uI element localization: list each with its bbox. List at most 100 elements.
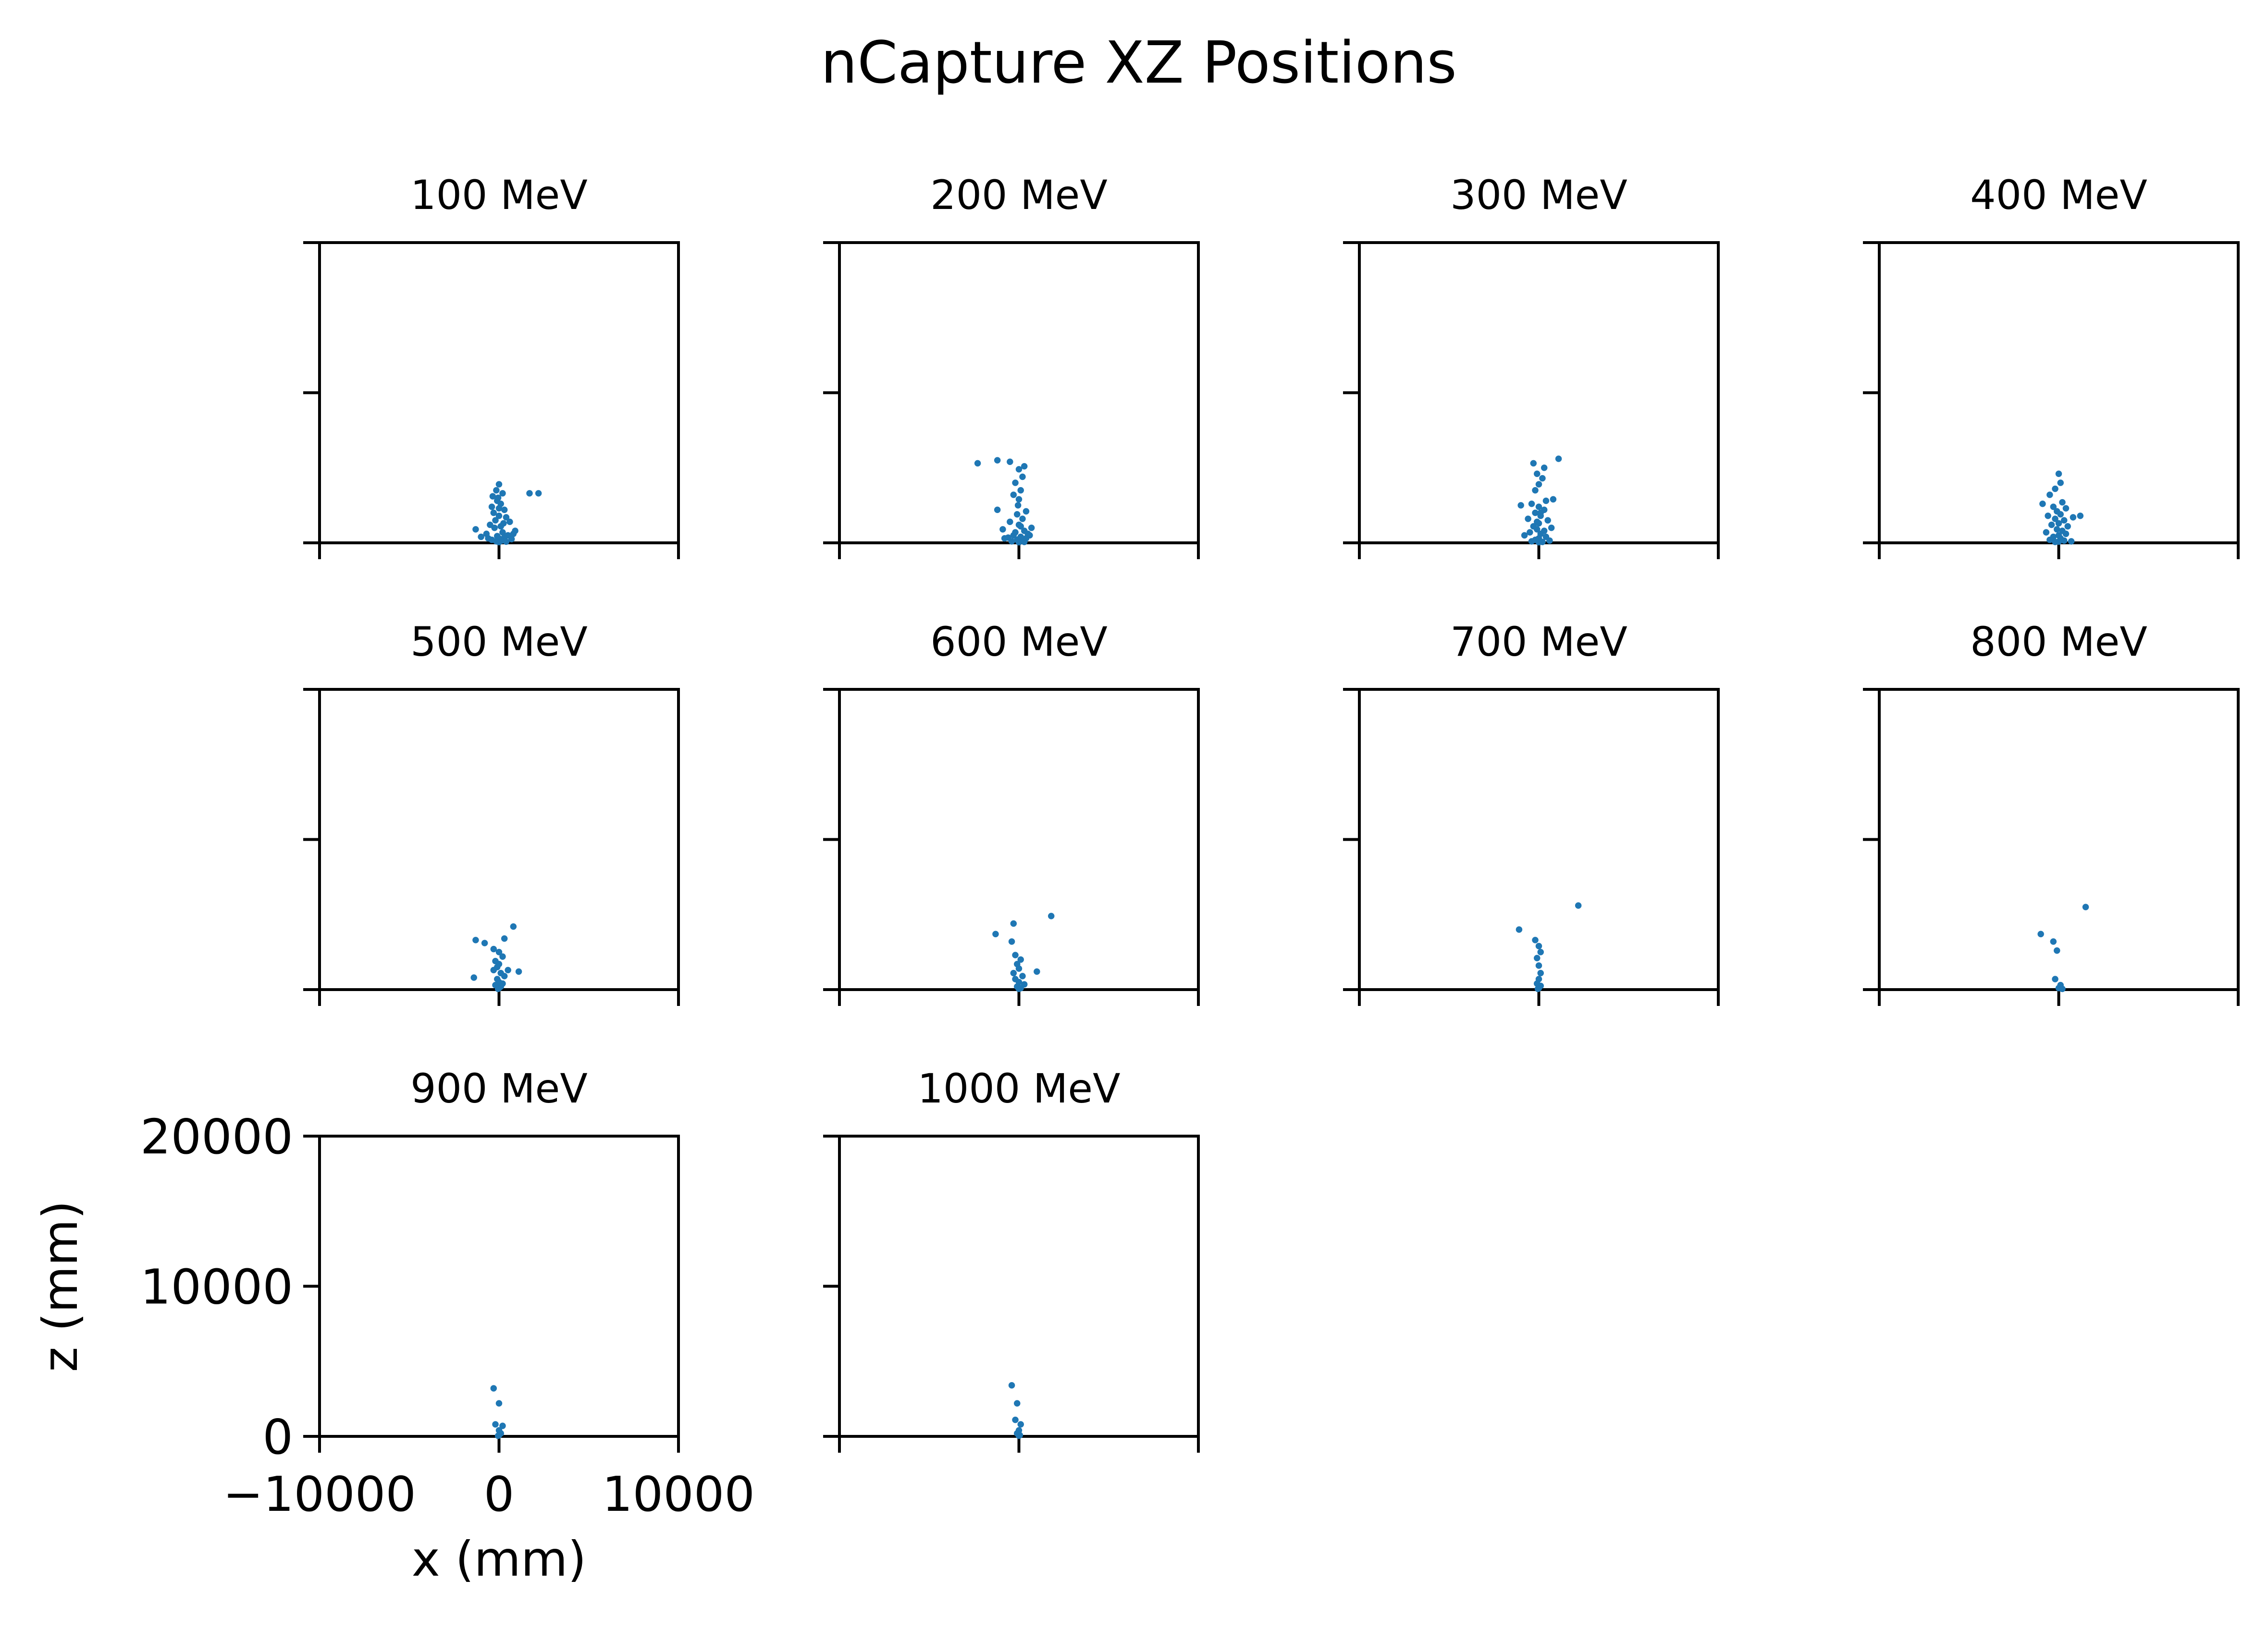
data-point [2055,470,2062,477]
data-point [490,967,497,974]
data-point [1537,969,1544,977]
data-point [2057,479,2064,486]
data-point [2070,514,2077,521]
data-point [2050,938,2057,945]
data-point [1527,529,1533,536]
data-point [1021,539,1028,545]
y-tick-label: 10000 [140,1259,293,1315]
data-point [1017,523,1024,530]
data-point [503,514,510,521]
x-tick-label: 10000 [602,1466,755,1522]
data-point [1023,508,1030,515]
data-point [1007,518,1013,525]
figure-title: nCapture XZ Positions [821,30,1457,97]
data-point [472,526,479,533]
data-point [1521,532,1528,539]
data-point [2054,526,2060,533]
data-point [1532,937,1539,943]
data-point [2039,501,2046,507]
data-point [495,949,503,955]
data-point [490,509,497,516]
data-point [510,923,517,930]
subplot-2: 200 MeV [823,171,1200,559]
data-point [1015,985,1023,992]
data-point [2043,529,2050,536]
data-point [499,1422,506,1429]
data-point [1010,920,1017,927]
data-point [1021,463,1028,470]
data-point [490,1385,497,1392]
subplot-title: 700 MeV [1450,618,1627,665]
data-point [1534,526,1541,533]
data-point [1028,525,1035,531]
data-point [1517,502,1524,509]
data-point [1548,525,1555,531]
data-point [515,968,522,975]
data-point [1014,502,1022,509]
data-point [2060,537,2068,544]
subplot-title: 300 MeV [1450,171,1627,219]
subplot-frame [1878,241,2240,544]
data-point [472,937,479,943]
data-point [1532,487,1539,494]
data-point [1528,538,1535,545]
data-point [2077,513,2084,519]
data-point [494,494,502,501]
data-point [1534,470,1541,477]
subplot-frame [1878,688,2240,991]
subplot-frame [838,688,1200,991]
data-point [1539,475,1546,482]
data-point [1015,539,1023,546]
data-point [999,526,1006,533]
data-point [2054,947,2060,954]
data-point [2060,517,2068,524]
data-point [501,506,508,513]
data-point [495,539,503,546]
data-point [1015,496,1023,503]
data-point [1019,515,1026,522]
data-point [1541,465,1548,471]
data-point [2062,505,2070,512]
data-point [1528,501,1535,507]
data-point [2082,904,2089,910]
data-point [494,1433,502,1439]
data-point [992,931,999,938]
data-point [1048,913,1055,919]
data-point [488,503,495,510]
data-point [508,536,515,542]
data-point [1017,1421,1024,1428]
subplot-title: 500 MeV [410,618,588,665]
data-point [2052,539,2058,545]
data-point [1019,973,1026,980]
data-point [2052,485,2058,492]
data-point [1015,1433,1023,1439]
data-point [501,935,508,942]
data-point [2059,985,2066,992]
data-point [491,525,498,531]
subplot-title: 400 MeV [1970,171,2147,219]
data-point [1535,481,1542,488]
data-point [2048,521,2055,528]
data-point [1535,943,1542,950]
data-point [1008,938,1015,945]
subplot-frame [1358,241,1720,544]
subplot-title: 100 MeV [410,171,588,219]
data-point [506,518,513,525]
data-point [2045,513,2051,519]
x-axis-label: x (mm) [412,1531,587,1587]
data-point [1537,509,1544,516]
data-point [1017,487,1024,494]
data-point [490,945,497,953]
subplot-6: 600 MeV [823,618,1200,1006]
data-point [1534,985,1541,992]
panels: 100 MeV 200 MeV 300 MeV 400 MeV 500 MeV 600 M… [32,171,2240,1587]
data-point [1532,509,1539,516]
data-point [501,973,508,980]
data-point [1012,1416,1019,1423]
data-point [2057,511,2064,518]
subplot-title: 900 MeV [410,1065,588,1112]
data-point [1014,1400,1021,1407]
data-point [994,457,1001,464]
data-point [493,487,500,494]
data-point [2068,538,2075,545]
